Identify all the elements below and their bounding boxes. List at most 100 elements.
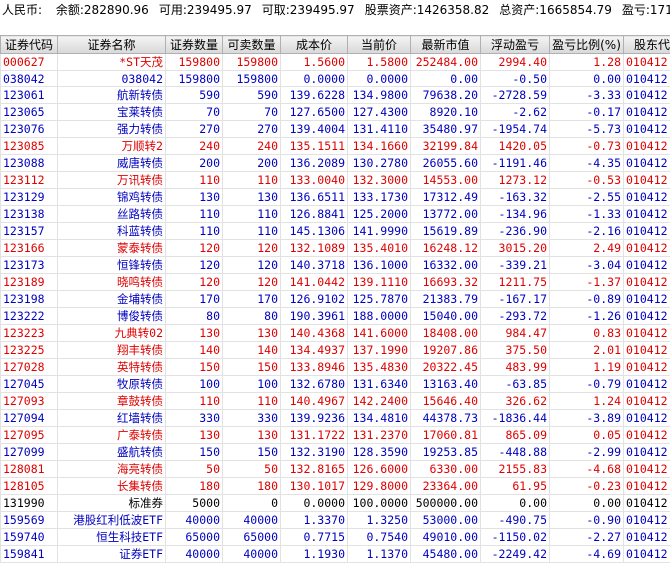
cell: 1.28 <box>549 53 624 71</box>
holding-row[interactable]: 127045 牧原转债 100 100 132.6780 131.6340 13163.40… <box>0 375 670 394</box>
cell: 130.2780 <box>347 154 411 173</box>
cell: 70 <box>165 103 223 122</box>
column-header[interactable]: 盈亏比例(%) <box>549 35 624 54</box>
holding-row[interactable]: 128081 海亮转债 50 50 132.8165 126.6000 6330.00 215… <box>0 460 670 479</box>
cell: 120 <box>165 256 223 275</box>
holding-row[interactable]: 123112 万讯转债 110 110 133.0040 132.3000 14553.00… <box>0 171 670 190</box>
cell: 44378.73 <box>410 409 481 428</box>
holding-row[interactable]: 123085 万顺转2 240 240 135.1511 134.1660 32199.84… <box>0 137 670 156</box>
cell: 010412 <box>623 494 670 513</box>
holding-row[interactable]: 127095 广泰转债 130 130 131.1722 131.2370 17060.81… <box>0 426 670 445</box>
cell: -1836.44 <box>480 409 550 428</box>
column-header[interactable]: 可卖数量 <box>222 35 281 54</box>
cell: 140 <box>165 341 223 360</box>
cell: 1.19 <box>549 358 624 377</box>
cell: 139.4004 <box>280 120 348 139</box>
holding-row[interactable]: 000627 *ST天茂 159800 159800 1.5600 1.5800 25248… <box>0 53 670 71</box>
cell: 010412 <box>623 375 670 394</box>
column-header[interactable]: 浮动盈亏 <box>480 35 550 54</box>
holding-row[interactable]: 123065 宝莱转债 70 70 127.6500 127.4300 8920.10 -2.… <box>0 103 670 122</box>
cell: 海亮转债 <box>57 460 166 479</box>
cell: 2.01 <box>549 341 624 360</box>
cell: 晓鸣转债 <box>57 273 166 292</box>
cell: 强力转债 <box>57 120 166 139</box>
cell: 010412 <box>623 256 670 275</box>
cell: 010412 <box>623 528 670 547</box>
holding-row[interactable]: 123222 博俊转债 80 80 190.3961 188.0000 15040.00 -2… <box>0 307 670 326</box>
holding-row[interactable]: 128105 长集转债 180 180 130.1017 129.8000 23364.00… <box>0 477 670 496</box>
column-header[interactable]: 最新市值 <box>410 35 481 54</box>
cell: 188.0000 <box>347 307 411 326</box>
holding-row[interactable]: 123189 晓鸣转债 120 120 141.0442 139.1110 16693.32… <box>0 273 670 292</box>
summary-item: 可用:239495.97 <box>158 3 252 17</box>
cell: 038042 <box>0 69 58 88</box>
holding-row[interactable]: 123157 科蓝转债 110 110 145.1306 141.9990 15619.89… <box>0 222 670 241</box>
holding-row[interactable]: 123223 九典转02 130 130 140.4368 141.6000 18408.0… <box>0 324 670 343</box>
cell: 长集转债 <box>57 477 166 496</box>
column-header[interactable]: 当前价 <box>347 35 411 54</box>
holding-row[interactable]: 123225 翔丰转债 140 140 134.4937 137.1990 19207.86… <box>0 341 670 360</box>
holding-row[interactable]: 123076 强力转债 270 270 139.4004 131.4110 35480.97… <box>0 120 670 139</box>
holding-row[interactable]: 127094 红墙转债 330 330 139.9236 134.4810 44378.73… <box>0 409 670 428</box>
holdings-panel: 证券代码 证券名称 证券数量 可卖数量 成本价 当前价 最新市值 浮动盈亏 盈亏比例(%) 股东代… <box>0 35 670 566</box>
holding-row[interactable]: 038042 038042 159800 159800 0.0000 0.0000 0.00… <box>0 69 670 88</box>
cell: 141.0442 <box>280 273 348 292</box>
cell: 恒生科技ETF <box>57 528 166 547</box>
column-header[interactable]: 股东代 <box>623 35 670 54</box>
cell: 0.0000 <box>347 69 411 88</box>
cell: -448.88 <box>480 443 550 462</box>
cell: 标准券 <box>57 494 166 513</box>
holding-row[interactable]: 123088 威唐转债 200 200 136.2089 130.2780 26055.60… <box>0 154 670 173</box>
cell: 110 <box>165 392 223 411</box>
cell: -4.35 <box>549 154 624 173</box>
cell: -0.17 <box>549 103 624 122</box>
holding-row[interactable]: 159569 港股红利低波ETF 40000 40000 1.3370 1.3250 530… <box>0 511 670 530</box>
holding-row[interactable]: 127099 盛航转债 150 150 132.3190 128.3590 19253.85… <box>0 443 670 462</box>
column-header[interactable]: 成本价 <box>280 35 348 54</box>
cell: 123225 <box>0 341 58 360</box>
cell: 150 <box>222 443 281 462</box>
cell: -3.04 <box>549 256 624 275</box>
holding-row[interactable]: 123166 蒙泰转债 120 120 132.1089 135.4010 16248.12… <box>0 239 670 258</box>
cell: 010412 <box>623 239 670 258</box>
cell: 港股红利低波ETF <box>57 511 166 530</box>
holding-row[interactable]: 131990 标准券 5000 0 0.0000 100.0000 500000.00 0.0… <box>0 494 670 513</box>
holding-row[interactable]: 123138 丝路转债 110 110 126.8841 125.2000 13772.00… <box>0 205 670 224</box>
cell: 1.3250 <box>347 511 411 530</box>
cell: 120 <box>165 239 223 258</box>
cell: 375.50 <box>480 341 550 360</box>
holding-row[interactable]: 123173 恒锋转债 120 120 140.3718 136.1000 16332.00… <box>0 256 670 275</box>
cell: 330 <box>165 409 223 428</box>
column-header[interactable]: 证券代码 <box>0 35 58 54</box>
holding-row[interactable]: 159740 恒生科技ETF 65000 65000 0.7715 0.7540 49010… <box>0 528 670 547</box>
cell: 0.7715 <box>280 528 348 547</box>
holding-row[interactable]: 123061 航新转债 590 590 139.6228 134.9800 79638.20… <box>0 86 670 105</box>
holding-row[interactable]: 127028 英特转债 150 150 133.8946 135.4830 20322.45… <box>0 358 670 377</box>
table-body: 000627 *ST天茂 159800 159800 1.5600 1.5800 25248… <box>0 53 670 564</box>
cell: 128081 <box>0 460 58 479</box>
cell: 100 <box>222 375 281 394</box>
cell: 131990 <box>0 494 58 513</box>
cell: 123065 <box>0 103 58 122</box>
holding-row[interactable]: 123198 金埔转债 170 170 126.9102 125.7870 21383.79… <box>0 290 670 309</box>
cell: 17060.81 <box>410 426 481 445</box>
cell: 150 <box>165 443 223 462</box>
cell: 123222 <box>0 307 58 326</box>
cell: 010412 <box>623 443 670 462</box>
cell: 130 <box>222 426 281 445</box>
cell: 0.00 <box>410 69 481 88</box>
cell: 140.3718 <box>280 256 348 275</box>
cell: 010412 <box>623 53 670 71</box>
cell: 150 <box>165 358 223 377</box>
cell: 140.4967 <box>280 392 348 411</box>
holding-row[interactable]: 127093 章鼓转债 110 110 140.4967 142.2400 15646.40… <box>0 392 670 411</box>
cell: 13772.00 <box>410 205 481 224</box>
cell: 180 <box>222 477 281 496</box>
column-header[interactable]: 证券名称 <box>57 35 166 54</box>
holding-row[interactable]: 123129 锦鸡转债 130 130 136.6511 133.1730 17312.49… <box>0 188 670 207</box>
cell: 80 <box>222 307 281 326</box>
cell: 010412 <box>623 137 670 156</box>
cell: 159800 <box>165 53 223 71</box>
column-header[interactable]: 证券数量 <box>165 35 223 54</box>
holding-row[interactable]: 159841 证券ETF 40000 40000 1.1930 1.1370 45480.0… <box>0 545 670 564</box>
